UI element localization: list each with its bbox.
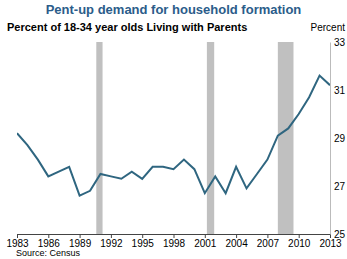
y-tick: 33 (330, 37, 346, 48)
x-tick: 1995 (132, 234, 155, 249)
data-line (17, 76, 330, 196)
x-tick: 1989 (69, 234, 92, 249)
x-tick: 2007 (257, 234, 280, 249)
y-tick-label: 33 (334, 37, 346, 48)
x-tick-label: 2007 (257, 238, 280, 249)
x-tick-label: 2004 (225, 238, 248, 249)
subtitle: Percent of 18-34 year olds Living with P… (7, 21, 247, 33)
y-tick: 31 (330, 85, 346, 96)
y-tick: 25 (330, 229, 346, 240)
x-tick-label: 2013 (319, 238, 342, 249)
y-axis-line (330, 43, 331, 235)
x-tick: 1998 (163, 234, 186, 249)
x-tick: 1983 (6, 234, 29, 249)
y-tick: 27 (330, 181, 346, 192)
recession-band (207, 42, 214, 234)
chart: Pent-up demand for household formation Pe… (0, 0, 347, 259)
x-tick: 1992 (100, 234, 123, 249)
y-tick: 29 (330, 133, 346, 144)
x-tick: 2010 (288, 234, 311, 249)
recession-band (96, 42, 102, 234)
x-tick: 2001 (194, 234, 217, 249)
y-tick-label: 31 (334, 85, 346, 96)
x-tick-label: 1992 (100, 238, 123, 249)
y-axis-label: Percent (311, 22, 346, 33)
x-tick: 2004 (225, 234, 248, 249)
x-tick: 1986 (38, 234, 61, 249)
y-axis: 25 27 29 31 33 (330, 37, 346, 240)
x-tick-label: 2001 (194, 238, 217, 249)
x-tick-label: 2010 (288, 238, 311, 249)
recession-band (278, 42, 294, 234)
y-tick-label: 27 (334, 181, 346, 192)
x-tick-label: 1995 (132, 238, 155, 249)
y-tick-label: 25 (334, 229, 346, 240)
x-axis: 1983 1986 1989 1992 1995 1998 2001 2004 2007 2010… (6, 234, 342, 249)
source-note: Source: Census (16, 248, 81, 258)
plot-area (17, 42, 330, 234)
title: Pent-up demand for household formation (46, 2, 302, 17)
x-tick-label: 1998 (163, 238, 186, 249)
y-tick-label: 29 (334, 133, 346, 144)
